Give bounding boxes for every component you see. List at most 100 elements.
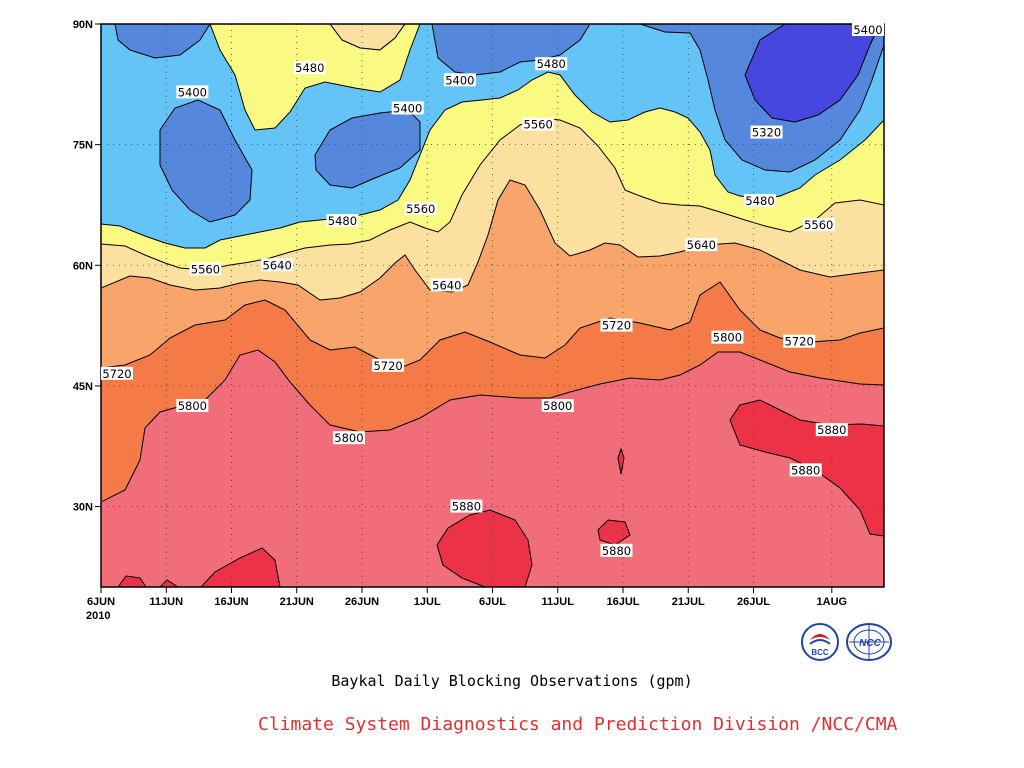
contour-label-bg: [522, 117, 555, 131]
contour-label: 5720: [372, 358, 405, 373]
contour-label-bg: [450, 499, 483, 513]
contour-label: 5720: [101, 366, 133, 381]
contour-label-text: 5880: [452, 500, 481, 514]
contour-label-text: 5640: [687, 238, 716, 252]
contour-label: 5560: [189, 262, 222, 276]
x-tick-label: 26JUL: [737, 596, 770, 608]
contour-label-text: 5800: [178, 399, 207, 413]
contour-label-text: 5880: [817, 423, 846, 437]
contour-label-bg: [326, 214, 359, 228]
contour-label: 5400: [176, 85, 209, 99]
band-5320-5400-d: [431, 24, 591, 76]
contour-label-bg: [404, 201, 437, 215]
y-axis: 90N 75N 60N 45N 30N: [73, 19, 101, 514]
contour-label: 5800: [332, 431, 365, 445]
contour-label-text: 5320: [752, 126, 781, 140]
contour-label-bg: [391, 101, 424, 115]
contour-labels: 5400 5480 5400 5400 5480 5400 5560 5320 5480 5480…: [101, 23, 884, 558]
band-gt5880-g: [617, 447, 625, 475]
contour-label-text: 5720: [785, 335, 814, 349]
contour-label: 5560: [802, 218, 835, 232]
x-tick-label: 6JUN: [87, 596, 115, 608]
x-tick-label: 16JUN: [214, 596, 248, 608]
contour-label-bg: [101, 366, 133, 380]
contour-label-text: 5400: [393, 101, 422, 115]
contour-label-bg: [600, 543, 633, 557]
contour-label: 5400: [852, 23, 884, 37]
contour-label-bg: [783, 334, 816, 348]
contour-label-text: 5480: [295, 61, 324, 75]
bcc-logo-text: BCC: [811, 648, 829, 657]
x-tick-label: 21JUL: [672, 596, 705, 608]
band-5320-5400-c: [314, 109, 421, 189]
contour-label-text: 5480: [537, 57, 566, 71]
contour-label-bg: [372, 358, 405, 372]
band-gt5880-f: [159, 579, 179, 587]
contour-label-bg: [176, 85, 209, 99]
contour-label-bg: [541, 399, 574, 413]
ncc-logo: NCC: [846, 623, 892, 661]
contour-label-bg: [711, 330, 744, 344]
contour-label: 5560: [522, 117, 555, 132]
x-tick-label: 1AUG: [817, 596, 848, 608]
contour-label-text: 5880: [602, 544, 631, 558]
contour-label: 5880: [789, 463, 822, 477]
contour-label-text: 5720: [102, 367, 131, 381]
band-gt5880-e: [117, 575, 147, 587]
contour-label-text: 5400: [853, 23, 882, 37]
contour-label-bg: [332, 431, 365, 445]
contour-label-bg: [430, 278, 463, 292]
contour-label: 5480: [535, 57, 568, 71]
band-gt5880-b: [436, 509, 533, 587]
chart-title: Baykal Daily Blocking Observations (gpm): [331, 672, 693, 690]
y-tick-label: 30N: [73, 502, 93, 514]
contour-label: 5480: [744, 193, 777, 208]
year-label: 2010: [86, 610, 110, 622]
band-gt5880-c: [597, 519, 631, 546]
contour-label-text: 5800: [713, 331, 742, 345]
ncc-logo-text: NCC: [859, 638, 881, 649]
contour-label: 5320: [750, 125, 783, 140]
contour-label-text: 5560: [524, 118, 553, 132]
contour-label-text: 5400: [445, 73, 474, 87]
contour-label-bg: [685, 238, 718, 252]
contour-label-text: 5400: [178, 85, 207, 99]
contour-label-text: 5560: [191, 262, 220, 276]
contour-label-bg: [293, 61, 326, 75]
contour-label-bg: [750, 125, 783, 139]
contour-label-text: 5800: [334, 431, 363, 445]
bcc-logo: BCC: [801, 623, 839, 661]
contour-label: 5480: [326, 214, 359, 228]
contour-label-bg: [176, 399, 209, 413]
contour-label: 5640: [430, 278, 463, 292]
contour-label-bg: [789, 463, 822, 477]
contour-label-text: 5560: [804, 218, 833, 232]
contour-label-text: 5720: [373, 359, 402, 373]
contour-label-text: 5560: [406, 202, 435, 216]
y-tick-label: 90N: [73, 19, 93, 31]
band-gt5880-d: [200, 547, 281, 587]
contour-label: 5400: [391, 101, 424, 115]
credit-line: Climate System Diagnostics and Predictio…: [258, 714, 898, 735]
contour-label-bg: [744, 193, 777, 207]
contour-label: 5400: [443, 73, 476, 87]
contour-label-text: 5880: [791, 463, 820, 477]
contour-label-bg: [815, 423, 848, 437]
x-tick-label: 26JUN: [345, 596, 379, 608]
contour-label-text: 5640: [432, 278, 461, 292]
contour-label-text: 5480: [328, 214, 357, 228]
contour-label: 5800: [176, 399, 209, 413]
contour-label-bg: [802, 218, 835, 232]
contour-label: 5560: [404, 201, 437, 216]
contour-label: 5640: [261, 258, 294, 272]
contour-label-bg: [443, 73, 476, 87]
band-lt5320: [744, 24, 881, 123]
y-tick-label: 75N: [73, 140, 93, 152]
contour-label: 5880: [815, 423, 848, 437]
contour-label: 5720: [600, 318, 633, 333]
contour-label-bg: [261, 258, 294, 272]
band-5480-5560-north: [209, 24, 421, 131]
x-tick-label: 1JUL: [414, 596, 441, 608]
contour-label-bg: [852, 23, 884, 36]
contour-label-text: 5720: [602, 319, 631, 333]
